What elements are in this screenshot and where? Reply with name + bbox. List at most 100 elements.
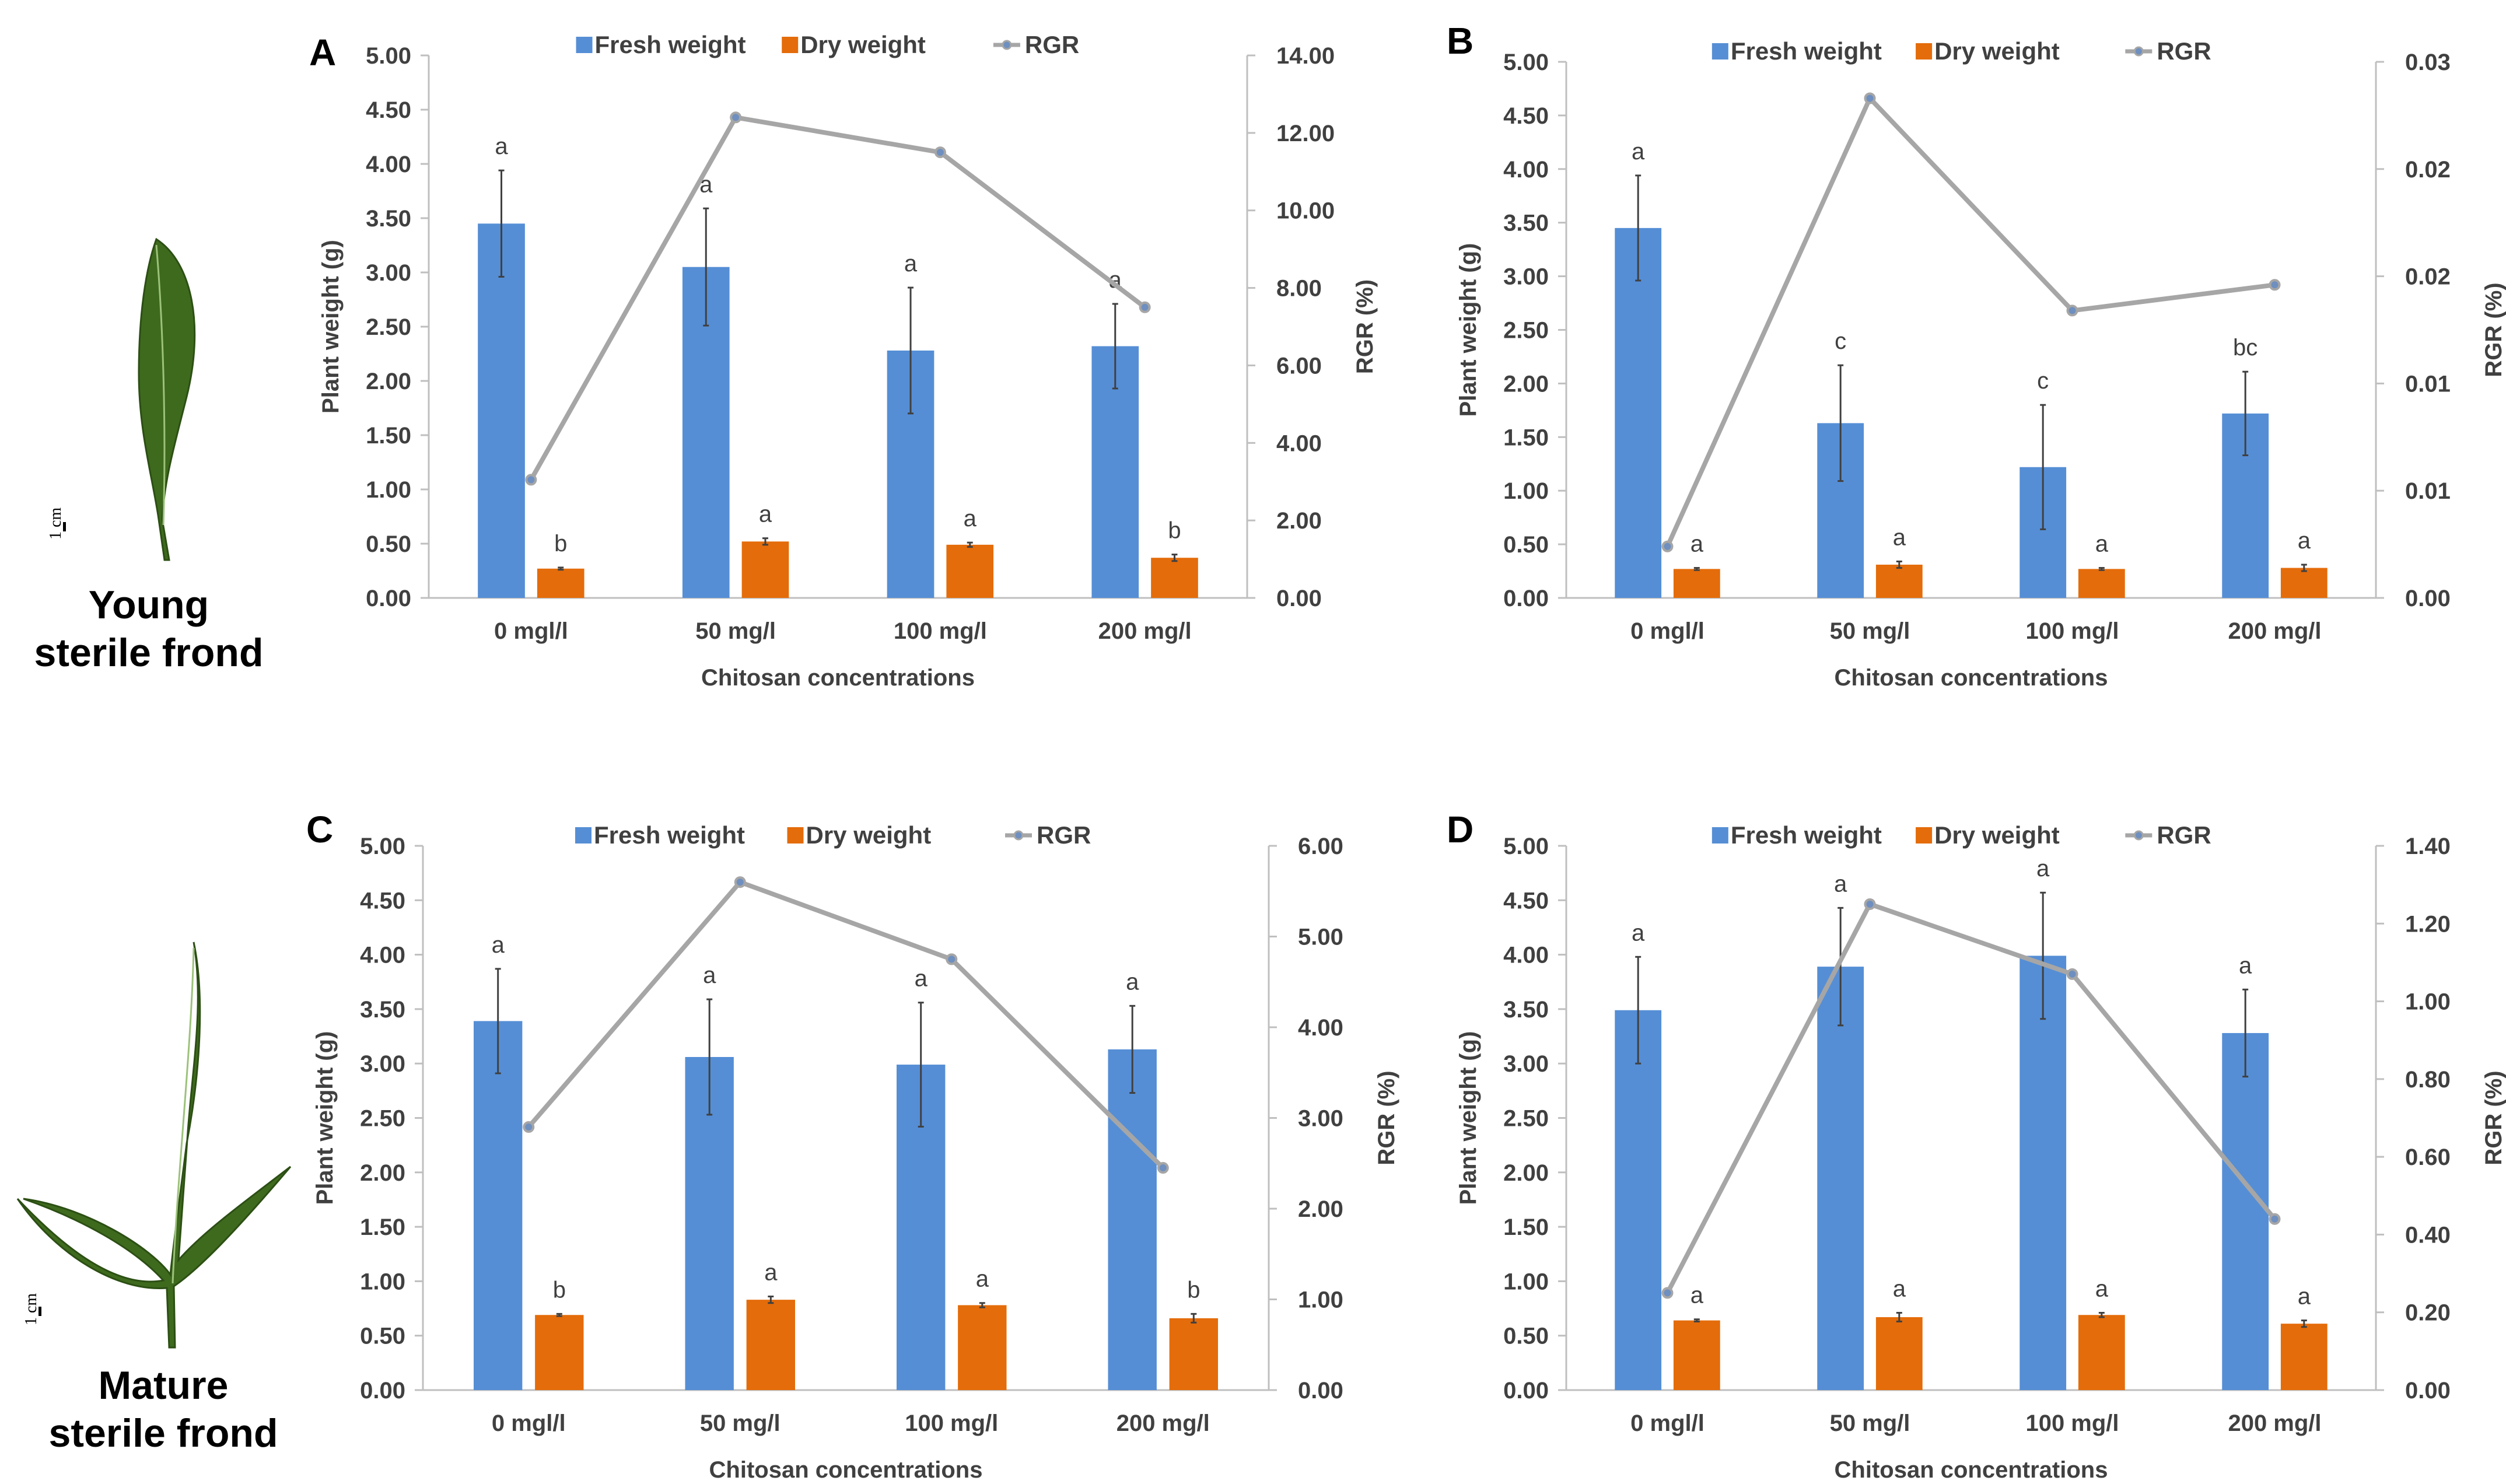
fresh-weight-significance-label: a — [492, 932, 505, 958]
y2-tick-label: 12.00 — [1276, 121, 1335, 146]
legend-fresh-label: Fresh weight — [594, 821, 745, 849]
dry-weight-bar — [2280, 1324, 2328, 1390]
rgr-point — [2066, 304, 2078, 317]
y-tick-label: 1.50 — [1503, 1214, 1549, 1240]
x-tick-label: 100 mg/l — [905, 1410, 998, 1436]
y-tick-label: 2.50 — [1503, 1106, 1549, 1132]
dry-weight-significance-label: a — [1690, 1283, 1704, 1308]
chart-panel-c: C 0.00 0.50 1.00 1.50 2.00 2.50 3.00 3.50 4.00 4.5… — [306, 808, 1399, 1483]
y-tick-label: 1.00 — [1503, 1269, 1549, 1294]
y2-tick-label: 8.00 — [1276, 276, 1322, 302]
y2-tick-label: 5.00 — [1298, 925, 1343, 950]
y-tick-label: 2.00 — [1503, 371, 1549, 397]
y-tick-label: 3.00 — [1503, 264, 1549, 290]
dry-weight-significance-label: a — [976, 1266, 989, 1292]
y2-axis-title: RGR (%) — [1352, 279, 1378, 374]
y-axis-title: Plant weight (g) — [312, 1031, 338, 1205]
x-tick-label: 0 mgl/l — [1630, 618, 1704, 644]
dry-weight-significance-label: a — [759, 502, 772, 527]
x-tick-label: 50 mg/l — [1830, 618, 1910, 644]
dry-weight-significance-label: a — [1893, 1276, 1906, 1302]
fresh-weight-significance-label: bc — [2233, 335, 2258, 360]
mature-frond-title: Mature — [99, 1363, 229, 1408]
panel-letter: A — [309, 32, 336, 74]
fresh-weight-bar — [1615, 1010, 1662, 1390]
legend-fresh-label: Fresh weight — [595, 31, 746, 58]
fresh-weight-bar — [2222, 1032, 2269, 1390]
dry-weight-bar — [537, 568, 584, 598]
y-tick-label: 4.00 — [1503, 943, 1549, 968]
y-tick-label: 0.00 — [360, 1378, 405, 1404]
x-tick-label: 50 mg/l — [1830, 1410, 1910, 1436]
y-tick-label: 2.00 — [366, 369, 411, 394]
dry-weight-bar — [1875, 1317, 1923, 1390]
y2-tick-label: 0.80 — [2405, 1067, 2451, 1093]
y-tick-label: 3.00 — [366, 260, 411, 286]
dry-weight-bar — [2078, 569, 2125, 598]
rgr-line — [1665, 901, 2277, 1294]
y-axis-title: Plant weight (g) — [1455, 243, 1481, 417]
dry-weight-bar — [1169, 1318, 1218, 1390]
y2-tick-label: 0.00 — [2405, 1378, 2451, 1404]
y-tick-label: 0.50 — [360, 1324, 405, 1349]
y-tick-label: 4.00 — [1503, 157, 1549, 183]
y-tick-label: 1.50 — [1503, 425, 1549, 450]
fresh-weight-significance-label: a — [1126, 969, 1139, 995]
x-tick-label: 0 mgl/l — [1630, 1410, 1704, 1436]
x-axis-title: Chitosan concentrations — [1835, 1457, 2108, 1483]
fresh-weight-significance-label: a — [1632, 920, 1645, 946]
y-tick-label: 1.50 — [360, 1214, 405, 1240]
x-tick-label: 200 mg/l — [1116, 1410, 1210, 1436]
y2-axis-title: RGR (%) — [2481, 282, 2506, 377]
fresh-weight-significance-label: c — [2037, 368, 2049, 394]
fresh-weight-bar — [474, 1021, 523, 1390]
y2-tick-label: 0.03 — [2405, 50, 2451, 75]
y2-tick-label: 0.02 — [2405, 264, 2451, 290]
y2-tick-label: 0.40 — [2405, 1222, 2451, 1248]
fresh-weight-bar — [1615, 228, 1662, 598]
dry-weight-bar — [1673, 569, 1720, 598]
y-tick-label: 3.50 — [366, 206, 411, 232]
x-tick-label: 0 mgl/l — [492, 1410, 566, 1436]
y2-tick-label: 0.00 — [1276, 586, 1322, 611]
chart-panel-b: B 0.00 0.50 1.00 1.50 2.00 2.50 3.00 3.50 4.00 4.5… — [1447, 20, 2506, 691]
rgr-point — [523, 1121, 535, 1133]
fresh-weight-significance-label: a — [1834, 871, 1847, 897]
legend-dry-label: Dry weight — [1934, 37, 2060, 65]
legend-rgr-label: RGR — [2157, 821, 2211, 849]
dry-weight-significance-label: a — [1893, 525, 1906, 551]
dry-weight-significance-label: a — [2298, 528, 2311, 554]
legend-fresh-swatch — [575, 827, 592, 844]
x-axis-title: Chitosan concentrations — [709, 1457, 983, 1483]
y2-axis-title: RGR (%) — [2481, 1070, 2506, 1165]
dry-weight-significance-label: a — [764, 1260, 778, 1286]
legend: Fresh weight Dry weight RGR — [575, 821, 1091, 849]
fresh-weight-bar — [1817, 967, 1864, 1390]
frond-photos: 1 cm 1 cm Young sterile frond Mature ste… — [16, 237, 292, 1455]
dry-weight-bar — [946, 544, 994, 598]
y-tick-label: 5.00 — [1503, 834, 1549, 859]
mature-frond-image: 1 cm — [16, 942, 292, 1349]
rgr-point — [1661, 1287, 1674, 1299]
legend-rgr-marker — [2133, 46, 2144, 57]
y2-tick-label: 2.00 — [1298, 1196, 1343, 1222]
x-tick-label: 200 mg/l — [2228, 618, 2321, 644]
y-tick-label: 3.00 — [360, 1051, 405, 1077]
fresh-weight-bar — [1108, 1049, 1157, 1390]
fresh-weight-bar — [478, 223, 525, 598]
legend: Fresh weight Dry weight RGR — [576, 31, 1079, 58]
y2-tick-label: 14.00 — [1276, 43, 1335, 69]
rgr-point — [1864, 92, 1876, 104]
rgr-point — [1157, 1162, 1169, 1174]
legend-fresh-swatch — [576, 37, 593, 53]
y2-tick-label: 0.00 — [1298, 1378, 1343, 1404]
chart-panel-a: A 0.00 0.50 1.00 1.50 2.00 2.50 3.00 3.50 4.00 4.5… — [309, 31, 1378, 691]
legend-rgr-marker — [2133, 830, 2144, 841]
dry-weight-significance-label: a — [1690, 531, 1704, 557]
dry-weight-bar — [1673, 1320, 1720, 1390]
dry-weight-significance-label: b — [1187, 1277, 1200, 1303]
fresh-weight-significance-label: a — [904, 251, 918, 276]
legend-dry-swatch — [787, 827, 804, 844]
y-tick-label: 1.00 — [360, 1269, 405, 1294]
rgr-point — [730, 111, 742, 124]
